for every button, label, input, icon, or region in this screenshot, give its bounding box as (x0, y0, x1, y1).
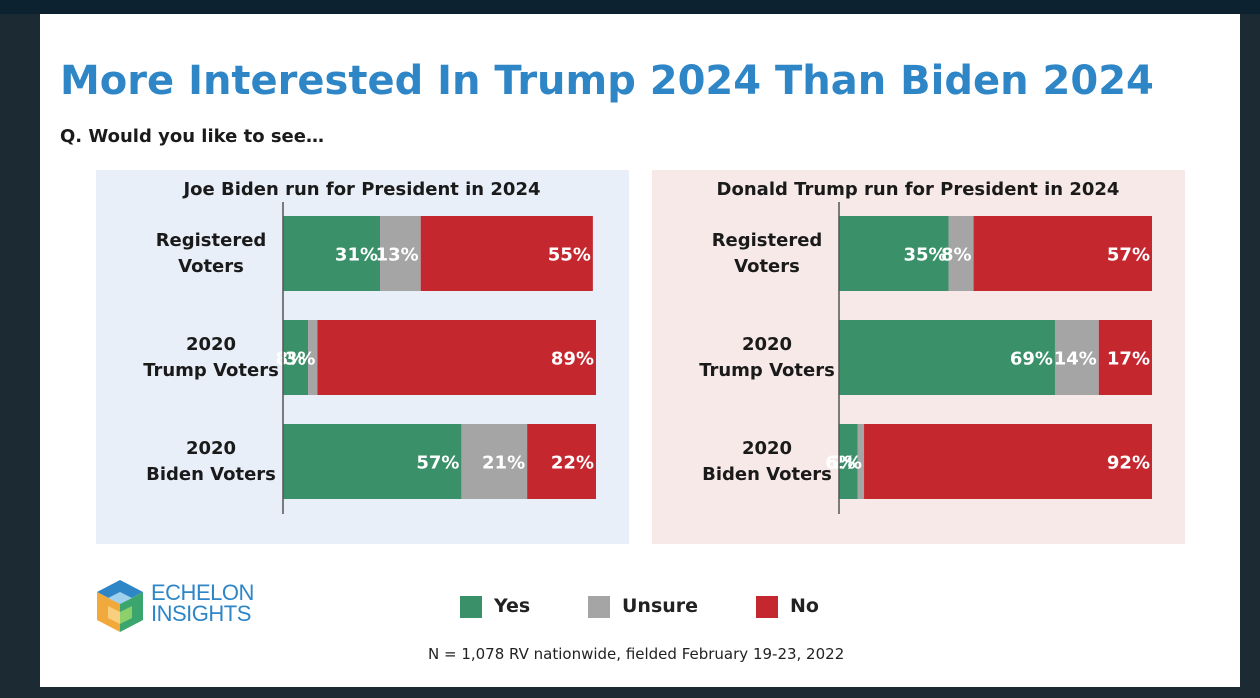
logo-text: ECHELON INSIGHTS (151, 580, 254, 626)
bar-segment-no (1098, 320, 1152, 395)
category-label: 2020 (186, 438, 236, 459)
data-label-yes: 69% (1010, 349, 1053, 370)
data-label-unsure: 3% (285, 349, 316, 370)
category-label: Trump Voters (143, 360, 279, 381)
data-label-no: 17% (1107, 349, 1150, 370)
legend-label-yes: Yes (494, 595, 531, 617)
bar-segment-yes (839, 320, 1055, 395)
bar-segment-no (527, 424, 596, 499)
top-bar (0, 0, 1260, 14)
biden-chart: Joe Biden run for President in 2024 Regis… (143, 179, 596, 514)
category-label: Registered (712, 230, 823, 251)
category-label: Voters (734, 256, 800, 277)
category-label: Biden Voters (146, 464, 276, 485)
panel-title: Joe Biden run for President in 2024 (181, 179, 540, 200)
category-label: 2020 (742, 334, 792, 355)
data-label-yes: 35% (903, 245, 946, 266)
data-label-no: 55% (548, 245, 591, 266)
data-label-yes: 57% (416, 453, 459, 474)
trump-chart: Donald Trump run for President in 2024 Re… (699, 179, 1152, 514)
bar-segment-no (420, 216, 593, 291)
bar-segment-unsure (380, 216, 421, 291)
legend-swatch-unsure (588, 596, 610, 618)
bar-segment-unsure (948, 216, 974, 291)
bar-segment-no (973, 216, 1152, 291)
legend-swatch-yes (460, 596, 482, 618)
panel-title: Donald Trump run for President in 2024 (717, 179, 1120, 200)
data-label-unsure: 2% (831, 453, 862, 474)
echelon-insights-logo: ECHELON INSIGHTS (95, 578, 275, 636)
category-label: Registered (156, 230, 267, 251)
trump-panel: Donald Trump run for President in 2024 Re… (652, 170, 1185, 544)
legend-label-unsure: Unsure (622, 595, 699, 617)
bar-segment-yes (283, 320, 309, 395)
bar-segment-no (864, 424, 1152, 499)
data-label-yes: 31% (335, 245, 378, 266)
bar-segment-yes (283, 216, 381, 291)
data-label-unsure: 14% (1054, 349, 1097, 370)
logo-line1: ECHELON (151, 580, 254, 605)
data-label-unsure: 8% (941, 245, 972, 266)
cube-logo-icon (97, 580, 143, 632)
data-label-no: 92% (1107, 453, 1150, 474)
data-label-unsure: 13% (376, 245, 419, 266)
footnote: N = 1,078 RV nationwide, fielded Februar… (428, 645, 845, 663)
data-label-no: 57% (1107, 245, 1150, 266)
data-label-yes: 6% (825, 453, 856, 474)
bar-segment-yes (283, 424, 462, 499)
legend-label-no: No (790, 595, 819, 617)
bar-segment-unsure (461, 424, 528, 499)
category-label: Voters (178, 256, 244, 277)
bar-segment-no (317, 320, 596, 395)
biden-panel: Joe Biden run for President in 2024 Regis… (96, 170, 629, 544)
bar-segment-yes (839, 424, 858, 499)
data-label-no: 22% (551, 453, 594, 474)
bar-segment-unsure (308, 320, 318, 395)
chart-title: More Interested In Trump 2024 Than Biden… (60, 58, 1154, 104)
category-label: Biden Voters (702, 464, 832, 485)
data-label-no: 89% (551, 349, 594, 370)
category-label: 2020 (186, 334, 236, 355)
data-label-unsure: 21% (482, 453, 525, 474)
bar-segment-yes (839, 216, 949, 291)
category-label: Trump Voters (699, 360, 835, 381)
category-label: 2020 (742, 438, 792, 459)
legend-swatch-no (756, 596, 778, 618)
logo-line2: INSIGHTS (151, 601, 251, 626)
bar-segment-unsure (1054, 320, 1099, 395)
bar-segment-unsure (857, 424, 865, 499)
survey-question: Q. Would you like to see… (60, 126, 324, 147)
